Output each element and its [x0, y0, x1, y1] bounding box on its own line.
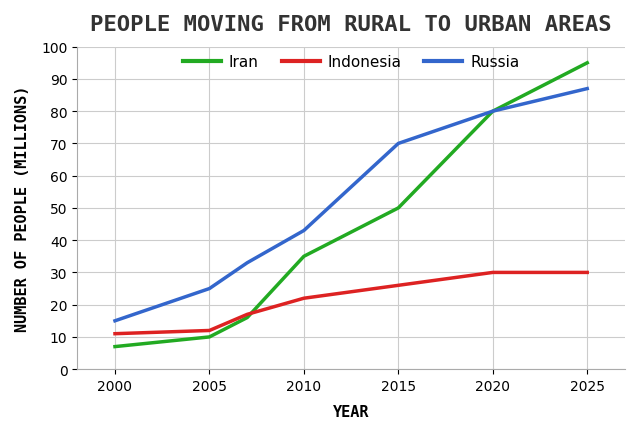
- Line: Indonesia: Indonesia: [115, 273, 588, 334]
- Russia: [489, 109, 497, 115]
- Indonesia: [394, 283, 402, 288]
- Russia: [394, 141, 402, 147]
- Indonesia: [300, 296, 308, 301]
- Indonesia: [111, 331, 119, 336]
- Indonesia: [584, 270, 591, 276]
- Russia: [243, 260, 251, 266]
- Iran: [584, 61, 591, 66]
- Y-axis label: NUMBER OF PEOPLE (MILLIONS): NUMBER OF PEOPLE (MILLIONS): [15, 85, 30, 331]
- Indonesia: [205, 328, 213, 333]
- Russia: [111, 319, 119, 324]
- Indonesia: [243, 312, 251, 317]
- Iran: [394, 206, 402, 211]
- Legend: Iran, Indonesia, Russia: Iran, Indonesia, Russia: [177, 49, 525, 76]
- Russia: [584, 87, 591, 92]
- X-axis label: YEAR: YEAR: [333, 404, 369, 419]
- Russia: [300, 228, 308, 233]
- Iran: [111, 344, 119, 349]
- Russia: [205, 286, 213, 292]
- Iran: [205, 335, 213, 340]
- Title: PEOPLE MOVING FROM RURAL TO URBAN AREAS: PEOPLE MOVING FROM RURAL TO URBAN AREAS: [90, 15, 612, 35]
- Indonesia: [489, 270, 497, 276]
- Line: Russia: Russia: [115, 89, 588, 321]
- Iran: [243, 315, 251, 320]
- Iran: [489, 109, 497, 115]
- Iran: [300, 254, 308, 259]
- Line: Iran: Iran: [115, 64, 588, 347]
